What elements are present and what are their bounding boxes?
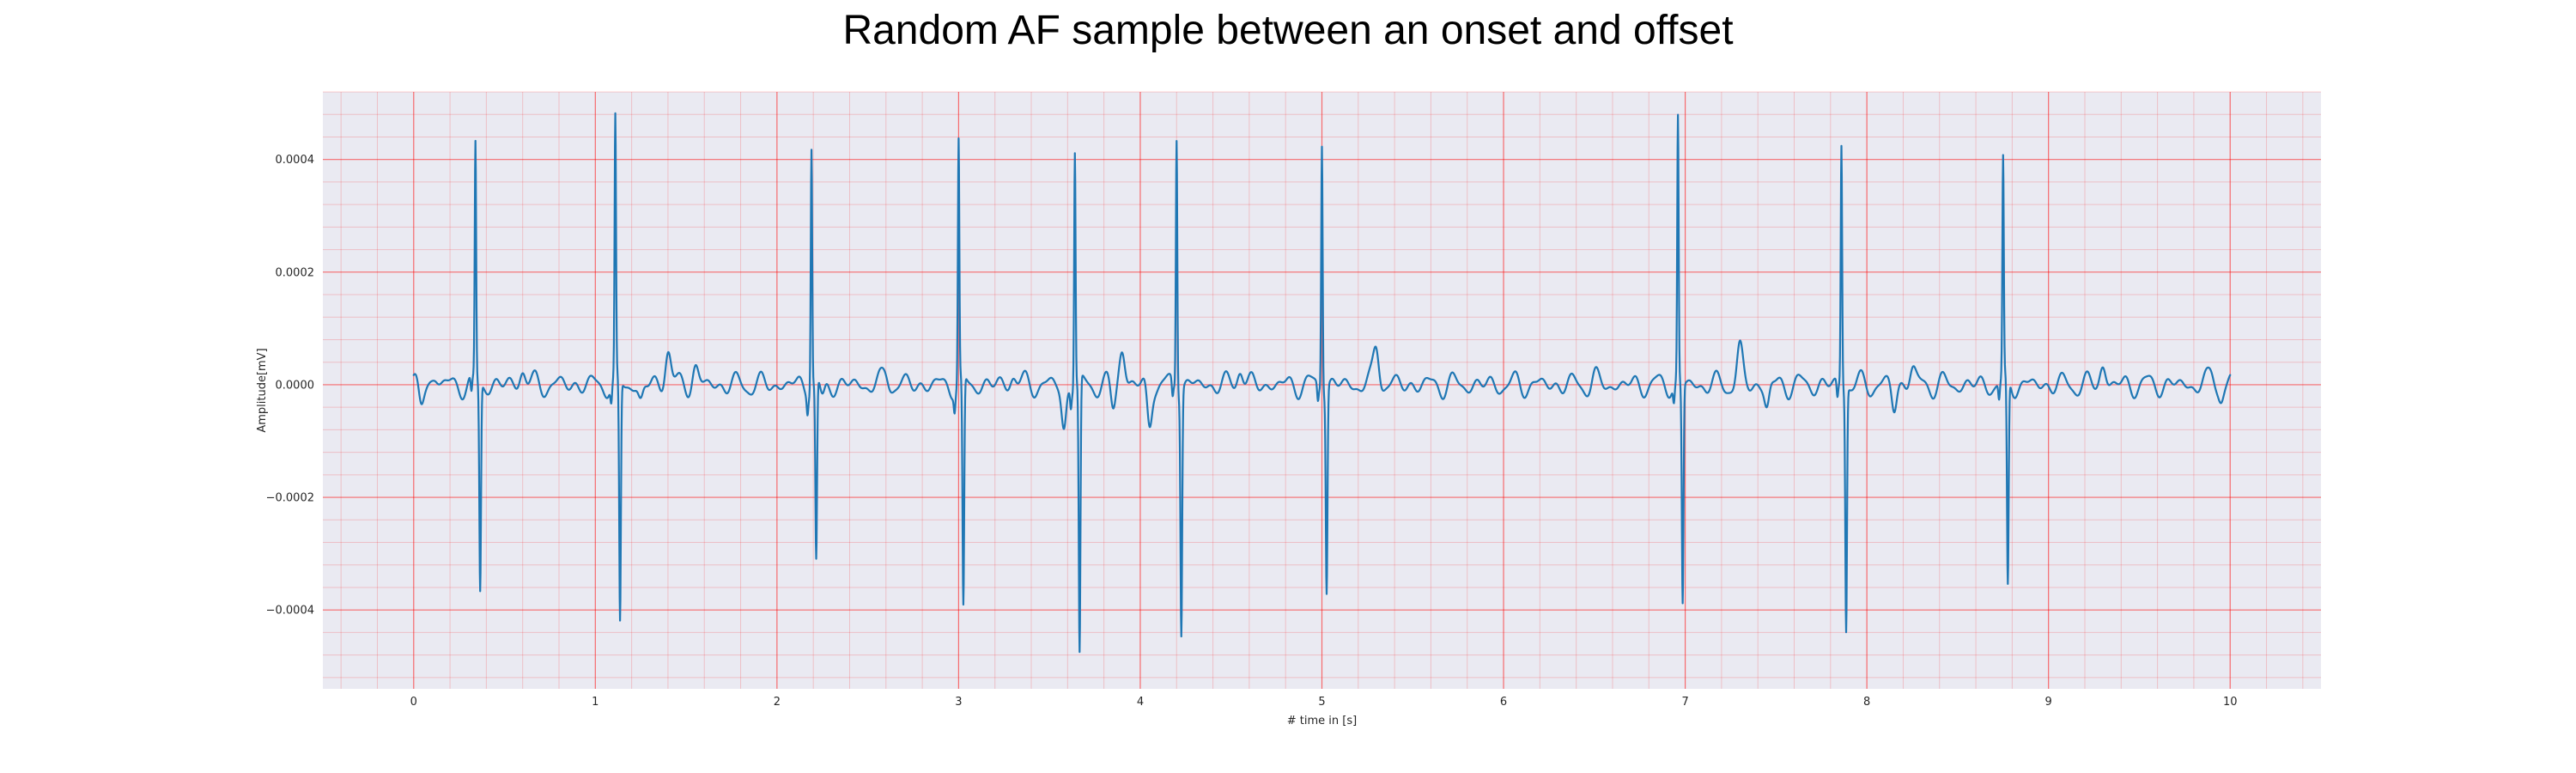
- y-tick-label: 0.0002: [276, 266, 315, 279]
- x-tick-label: 7: [1681, 696, 1688, 709]
- x-tick-label: 2: [774, 696, 781, 709]
- series-line: [412, 112, 2232, 654]
- x-tick-label: 4: [1137, 696, 1144, 709]
- y-axis-label: Amplitude[mV]: [256, 348, 269, 432]
- x-tick-label: 6: [1500, 696, 1507, 709]
- x-axis-label: # time in [s]: [1287, 715, 1357, 727]
- x-tick-label: 10: [2223, 696, 2238, 709]
- y-tick-label: −0.0004: [266, 605, 314, 618]
- x-tick-label: 9: [2045, 696, 2052, 709]
- y-tick-label: 0.0000: [276, 379, 315, 392]
- x-tick-label: 3: [955, 696, 962, 709]
- x-tick-label: 0: [410, 696, 417, 709]
- x-tick-label: 8: [1863, 696, 1870, 709]
- chart-title: Random AF sample between an onset and of…: [842, 8, 1734, 53]
- y-tick-label: −0.0002: [266, 492, 314, 505]
- y-tick-label: 0.0004: [276, 154, 315, 167]
- x-tick-label: 5: [1318, 696, 1325, 709]
- x-tick-label: 1: [592, 696, 598, 709]
